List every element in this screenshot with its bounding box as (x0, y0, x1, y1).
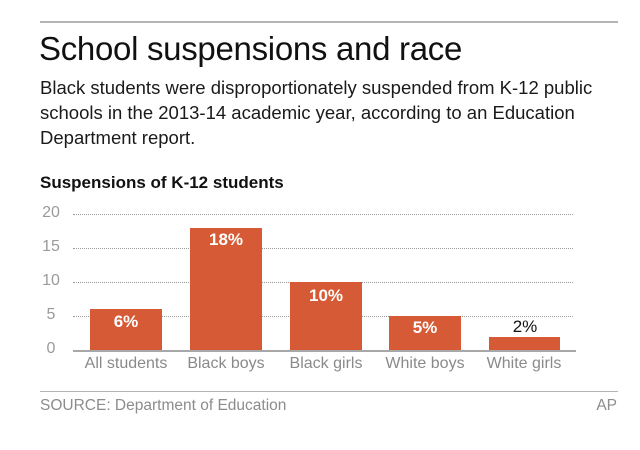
bottom-rule (40, 391, 618, 392)
y-tick: 15 (42, 238, 60, 255)
bar-white-girls (489, 337, 560, 350)
bar-all-students (90, 309, 162, 350)
bar-value-label: 2% (512, 317, 538, 336)
gridline (73, 214, 573, 215)
x-tick-label: White girls (486, 355, 562, 372)
bar-black-girls (290, 282, 362, 350)
y-tick: 0 (46, 340, 56, 357)
bar-white-boys (389, 316, 461, 350)
x-tick-label: Black boys (187, 355, 265, 372)
bar-value-label: 6% (113, 312, 139, 331)
page-title: School suspensions and race (39, 30, 463, 67)
top-rule (40, 21, 618, 23)
source-note: SOURCE: Department of Education (40, 397, 287, 414)
chart-title: Suspensions of K-12 students (40, 173, 284, 192)
bar-value-label: 10% (308, 286, 344, 305)
bar-value-label: 18% (208, 230, 244, 249)
credit: AP (596, 397, 617, 414)
y-tick: 20 (42, 204, 60, 221)
gridline (73, 248, 573, 249)
x-tick-label: Black girls (289, 355, 363, 372)
x-axis-line (73, 350, 576, 352)
bar-value-label: 5% (412, 318, 438, 337)
x-tick-label: White boys (385, 355, 465, 372)
subtitle: Black students were disproportionately s… (40, 77, 593, 148)
y-tick: 5 (46, 306, 56, 323)
y-tick: 10 (42, 272, 60, 289)
bar-black-boys (190, 228, 262, 350)
x-tick-label: All students (84, 355, 168, 372)
